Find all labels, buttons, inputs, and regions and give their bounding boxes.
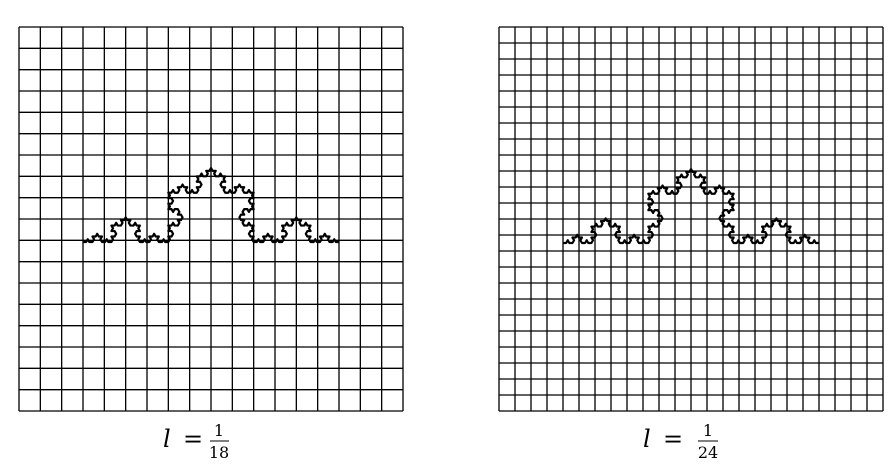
caption-numerator: 1 — [214, 421, 224, 440]
caption-equals: = — [183, 425, 203, 453]
caption-right: l = 1 24 — [643, 421, 718, 462]
panel-right: l = 1 24 — [498, 26, 884, 462]
caption-denominator: 18 — [209, 443, 229, 462]
caption-numerator: 1 — [703, 421, 713, 440]
caption-equals: = — [663, 425, 683, 453]
koch-curve-right — [563, 168, 819, 245]
caption-denominator: 24 — [698, 443, 718, 462]
caption-variable: l — [643, 425, 651, 453]
grid-right — [498, 26, 884, 412]
panel-left: l = 1 18 — [18, 26, 404, 462]
caption-variable: l — [163, 425, 171, 453]
grid-left — [18, 26, 404, 412]
koch-curve-left — [83, 167, 339, 244]
caption-left: l = 1 18 — [163, 421, 229, 462]
